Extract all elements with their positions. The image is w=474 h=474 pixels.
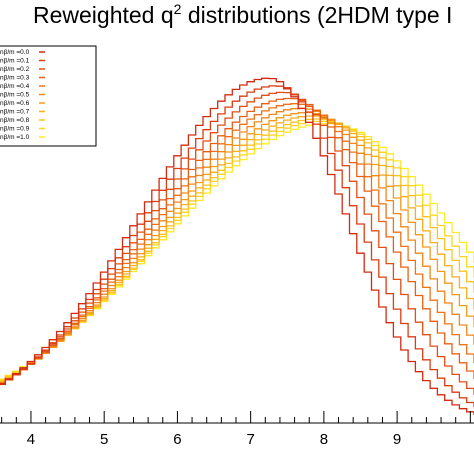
legend-label: nβ/m =0.0	[0, 49, 30, 56]
series-0-histogram	[0, 77, 474, 415]
series-9-histogram	[0, 120, 474, 381]
chart-title-main: Reweighted q	[33, 2, 174, 28]
x-tick-label: 8	[320, 431, 328, 448]
legend: nβ/m =0.0nβ/m =0.1nβ/m =0.2nβ/m =0.3nβ/m…	[0, 45, 97, 147]
series-5-histogram	[0, 107, 474, 384]
series-7-histogram	[0, 115, 474, 383]
series-8-histogram	[0, 118, 474, 382]
legend-label: nβ/m =0.4	[0, 83, 30, 90]
legend-label: nβ/m =0.9	[0, 126, 30, 133]
x-tick-label: 5	[100, 431, 108, 448]
legend-label: nβ/m =1.0	[0, 134, 30, 141]
legend-label: nβ/m =0.6	[0, 100, 30, 107]
x-tick-label: 6	[173, 431, 181, 448]
legend-label: nβ/m =0.1	[0, 58, 30, 65]
legend-label: nβ/m =0.3	[0, 75, 30, 82]
legend-label: nβ/m =0.2	[0, 66, 30, 73]
x-tick-label: 4	[27, 431, 35, 448]
series-6-histogram	[0, 111, 474, 384]
legend-box	[0, 45, 97, 147]
chart-title-superscript: 2	[174, 1, 182, 17]
legend-label: nβ/m =0.7	[0, 109, 30, 116]
series-10-histogram	[0, 122, 474, 380]
legend-label: nβ/m =0.8	[0, 117, 30, 124]
chart-title: Reweighted q2 distributions (2HDM type I	[33, 1, 452, 28]
histogram-curves	[0, 77, 474, 415]
legend-label: nβ/m =0.5	[0, 92, 30, 99]
chart-title-rest: distributions (2HDM type I	[181, 2, 452, 28]
x-tick-label: 7	[246, 431, 254, 448]
axes: 4 5 6 7 8 9	[0, 411, 474, 448]
x-tick-label: 9	[393, 431, 401, 448]
